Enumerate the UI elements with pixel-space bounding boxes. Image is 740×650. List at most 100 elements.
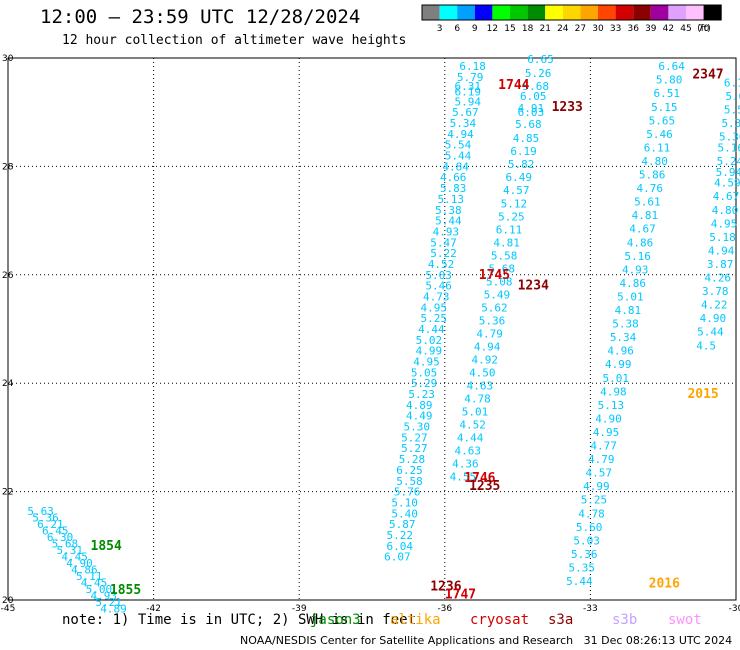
wave-height-value: 4.86 <box>627 236 654 249</box>
wave-height-value: 4.84 <box>442 160 469 173</box>
wave-height-value: 5.63 <box>27 505 54 518</box>
legend-tick-label: 18 <box>522 24 534 34</box>
wave-height-value: 4.59 <box>714 177 740 190</box>
wave-height-value: 4.89 <box>100 603 127 616</box>
wave-height-value: 5.12 <box>501 197 528 210</box>
wave-height-value: 5.34 <box>721 117 740 130</box>
wave-height-value: 5.61 <box>634 196 661 209</box>
wave-height-value: 4.94 <box>708 244 735 257</box>
legend-tick-label: 33 <box>610 24 621 34</box>
wave-height-value: 4.45 <box>61 551 88 564</box>
legend-unit: (ft) <box>697 24 711 34</box>
wave-height-value: 5.13 <box>438 193 465 206</box>
wave-height-value: 6.04 <box>387 540 414 553</box>
legend-swatch <box>422 5 440 20</box>
wave-height-value: 6.31 <box>455 80 482 93</box>
wave-height-value: 4.36 <box>452 457 479 470</box>
wave-height-value: 5.25 <box>498 210 524 223</box>
y-tick-label: 30 <box>2 54 14 64</box>
legend-tick-label: 12 <box>487 24 498 34</box>
x-tick-label: -42 <box>146 604 161 614</box>
legend-tick-label: 36 <box>627 24 639 34</box>
wave-height-value: 5.44 <box>445 150 472 163</box>
wave-height-value: 5.05 <box>411 366 438 379</box>
legend-tick-label: 42 <box>663 24 674 34</box>
satellite-jason3-label: jason3 <box>310 612 361 628</box>
wave-height-value: 5.01 <box>603 372 630 385</box>
x-tick-label: -30 <box>729 604 740 614</box>
pass-time-label: 2347 <box>692 67 723 82</box>
wave-height-value: 5.58 <box>396 475 423 488</box>
legend-swatch <box>510 5 528 20</box>
wave-height-value: 5.18 <box>709 231 736 244</box>
wave-height-value: 4.45 <box>81 577 108 590</box>
legend-swatch <box>703 5 722 20</box>
wave-height-value: 5.94 <box>455 95 482 108</box>
wave-height-value: 5.79 <box>457 71 484 84</box>
wave-height-value: 5.58 <box>491 249 518 262</box>
wave-height-value: 5.36 <box>32 512 59 525</box>
wave-height-value: 3.78 <box>702 285 729 298</box>
wave-height-value: 5.15 <box>651 101 678 114</box>
wave-height-value: 6.03 <box>518 106 545 119</box>
credit-timestamp: 31 Dec 08:26:13 UTC 2024 <box>583 634 733 647</box>
pass-time-label: 1233 <box>552 100 583 115</box>
wave-height-value: 4.94 <box>474 340 501 353</box>
wave-height-value: 6.30 <box>47 531 74 544</box>
satellite-swot-label: swot <box>668 612 702 628</box>
wave-height-value: 5.27 <box>401 442 428 455</box>
legend-swatch <box>457 5 475 20</box>
wave-height-value: 5.60 <box>576 521 603 534</box>
wave-height-value: 4.81 <box>632 209 659 222</box>
legend-swatch <box>668 5 686 20</box>
note-text: note: 1) Time is in UTC; 2) SWH is in fe… <box>62 612 417 628</box>
wave-height-value: 5.76 <box>394 486 421 499</box>
wave-height-value: 5.08 <box>486 275 513 288</box>
wave-height-value: 5.49 <box>484 288 511 301</box>
wave-height-value: 4.89 <box>406 399 433 412</box>
y-tick-label: 28 <box>2 162 14 172</box>
wave-height-value: 6.05 <box>520 90 547 103</box>
wave-height-value: 5.34 <box>450 117 477 130</box>
wave-height-value: 4.49 <box>406 410 433 423</box>
satellite-altika-label: altika <box>390 612 441 628</box>
pass-time-label: 1745 <box>479 268 510 283</box>
wave-height-value: 4.95 <box>711 217 738 230</box>
wave-height-value: 5.38 <box>435 204 462 217</box>
wave-height-value: 4.26 <box>704 272 731 285</box>
wave-height-value: 5.11 <box>76 570 103 583</box>
wave-height-value: 5.62 <box>481 301 508 314</box>
legend-swatch <box>545 5 563 20</box>
pass-time-label: 1854 <box>91 539 122 554</box>
wave-height-value: 4.67 <box>713 190 740 203</box>
legend-tick-label: 70 <box>698 24 710 34</box>
wave-height-value: 5.28 <box>399 453 426 466</box>
wave-height-value: 5.16 <box>718 141 740 154</box>
wave-height-value: 5.22 <box>387 529 414 542</box>
wave-height-value: 4.79 <box>588 453 615 466</box>
wave-height-value: 5.82 <box>508 158 534 171</box>
pass-time-label: 1236 <box>430 579 461 594</box>
plot-frame <box>7 57 737 601</box>
wave-height-value: 4.81 <box>493 236 520 249</box>
satellite-s3a-label: s3a <box>548 612 574 628</box>
legend-swatch <box>492 5 510 20</box>
wave-height-value: 4.78 <box>578 507 605 520</box>
wave-height-value: 4.96 <box>607 345 634 358</box>
wave-height-value: 4.52 <box>459 418 486 431</box>
wave-height-value: 4.95 <box>593 426 620 439</box>
wave-height-value: 4.94 <box>447 128 474 141</box>
wave-height-value: 5.25 <box>581 494 608 507</box>
wave-height-value: 3.87 <box>707 258 734 271</box>
wave-height-value: 5.47 <box>430 236 457 249</box>
wave-height-value: 4.99 <box>605 358 632 371</box>
x-tick-label: -45 <box>1 604 16 614</box>
wave-height-value: 5.24 <box>717 155 740 168</box>
wave-height-value: 6.64 <box>658 60 685 73</box>
legend-swatch <box>439 5 458 20</box>
wave-height-value: 5.44 <box>697 326 724 339</box>
map-title: 12:00 — 23:59 UTC 12/28/2024 <box>40 6 361 28</box>
wave-height-value: 5.30 <box>404 421 431 434</box>
wave-height-value: 4.80 <box>712 204 739 217</box>
wave-height-value: 4.86 <box>71 564 98 577</box>
